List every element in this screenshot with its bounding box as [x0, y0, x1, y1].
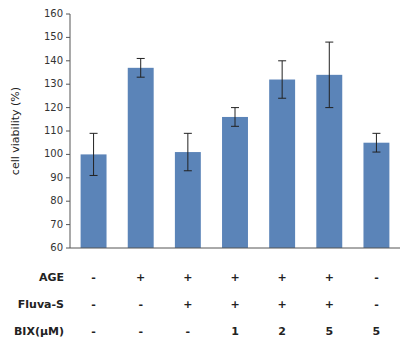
- error-cap: [184, 170, 192, 171]
- table-cell: -: [91, 325, 96, 338]
- y-tick-label: 140: [44, 55, 63, 66]
- bar: [222, 117, 248, 248]
- chart: 60 70 80 90 100 110 120 130 140 150 160 cell viabil…: [0, 0, 413, 364]
- table-cell: +: [278, 271, 287, 284]
- y-tick-label: 60: [50, 242, 63, 253]
- table-cell: -: [91, 298, 96, 311]
- table-cell: +: [183, 298, 192, 311]
- error-cap: [325, 107, 333, 108]
- error-line: [376, 133, 377, 152]
- y-tick: [66, 84, 70, 85]
- bars: [81, 42, 390, 248]
- table-row-label: Fluva-S: [18, 298, 64, 311]
- table-cell: -: [138, 325, 143, 338]
- error-bar: [278, 61, 286, 98]
- table-cell: +: [230, 298, 239, 311]
- table-cell: 2: [278, 325, 286, 338]
- table-cell: +: [325, 271, 334, 284]
- error-line: [282, 61, 283, 98]
- table-cell: +: [183, 271, 192, 284]
- error-bar: [231, 108, 239, 127]
- error-bar: [137, 58, 145, 77]
- y-tick-label: 110: [44, 125, 63, 136]
- table-cell: 5: [325, 325, 333, 338]
- table-cell: -: [186, 325, 191, 338]
- error-bar: [90, 133, 98, 175]
- error-cap: [90, 175, 98, 176]
- table-row-label: AGE: [39, 271, 64, 284]
- y-tick: [66, 14, 70, 15]
- y-tick-label: 80: [50, 195, 63, 206]
- y-tick: [66, 131, 70, 132]
- error-cap: [278, 60, 286, 61]
- bar: [128, 68, 154, 248]
- y-tick-label: 130: [44, 78, 63, 89]
- error-cap: [278, 98, 286, 99]
- x-axis-line: [70, 248, 400, 249]
- table-cell: +: [230, 271, 239, 284]
- y-tick: [66, 201, 70, 202]
- y-tick: [66, 107, 70, 108]
- error-cap: [231, 107, 239, 108]
- error-cap: [231, 126, 239, 127]
- error-line: [93, 133, 94, 175]
- table-cell: +: [278, 298, 287, 311]
- error-line: [329, 42, 330, 108]
- table-cell: -: [138, 298, 143, 311]
- table-cell: -: [374, 271, 379, 284]
- error-cap: [137, 58, 145, 59]
- error-cap: [372, 133, 380, 134]
- error-line: [140, 58, 141, 77]
- y-tick: [66, 224, 70, 225]
- y-axis-label: cell viability (%): [9, 87, 22, 175]
- error-cap: [325, 42, 333, 43]
- error-cap: [184, 133, 192, 134]
- y-tick: [66, 248, 70, 249]
- bar: [269, 80, 295, 248]
- table-cell: +: [136, 271, 145, 284]
- table-row-label: BIX(μM): [14, 325, 64, 338]
- table-cell: 5: [373, 325, 381, 338]
- table-cell: -: [374, 298, 379, 311]
- y-tick: [66, 154, 70, 155]
- error-cap: [90, 133, 98, 134]
- y-tick-label: 160: [44, 8, 63, 19]
- table-cell: 1: [231, 325, 239, 338]
- y-tick-label: 100: [44, 148, 63, 159]
- y-tick-label: 70: [50, 219, 63, 230]
- error-bar: [325, 42, 333, 108]
- y-tick-label: 120: [44, 102, 63, 113]
- error-line: [187, 133, 188, 170]
- bar: [363, 143, 389, 248]
- error-bar: [184, 133, 192, 170]
- error-line: [235, 108, 236, 127]
- error-cap: [137, 77, 145, 78]
- error-cap: [372, 152, 380, 153]
- y-tick: [66, 37, 70, 38]
- table-cell: +: [325, 298, 334, 311]
- y-tick-label: 90: [50, 172, 63, 183]
- table-cell: -: [91, 271, 96, 284]
- y-tick-label: 150: [44, 31, 63, 42]
- y-tick: [66, 60, 70, 61]
- error-bar: [372, 133, 380, 152]
- y-tick: [66, 177, 70, 178]
